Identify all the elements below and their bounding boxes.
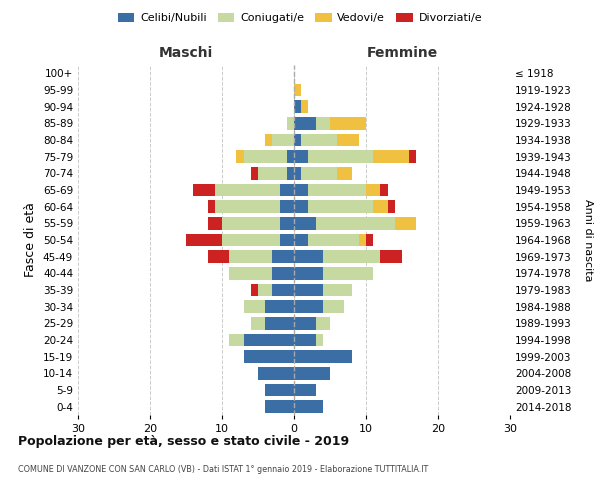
Bar <box>294 234 308 246</box>
Bar <box>244 150 287 163</box>
Bar <box>301 134 337 146</box>
Bar <box>208 217 222 230</box>
Bar <box>265 317 294 330</box>
Bar <box>280 184 294 196</box>
Bar <box>323 267 373 280</box>
Bar <box>208 200 215 213</box>
Bar <box>294 400 323 413</box>
Bar <box>323 284 352 296</box>
Bar <box>316 317 330 330</box>
Bar <box>258 284 272 296</box>
Bar <box>186 234 222 246</box>
Y-axis label: Anni di nascita: Anni di nascita <box>583 198 593 281</box>
Bar <box>366 184 380 196</box>
Bar <box>316 117 330 130</box>
Text: Popolazione per età, sesso e stato civile - 2019: Popolazione per età, sesso e stato civil… <box>18 435 349 448</box>
Bar <box>222 217 280 230</box>
Bar <box>308 150 373 163</box>
Bar <box>294 300 323 313</box>
Bar <box>294 134 301 146</box>
Bar <box>294 334 316 346</box>
Bar <box>380 184 388 196</box>
Y-axis label: Fasce di età: Fasce di età <box>25 202 37 278</box>
Bar <box>294 117 316 130</box>
Bar <box>244 350 294 363</box>
Bar <box>287 117 294 130</box>
Bar <box>308 200 373 213</box>
Bar <box>229 267 272 280</box>
Legend: Celibi/Nubili, Coniugati/e, Vedovi/e, Divorziati/e: Celibi/Nubili, Coniugati/e, Vedovi/e, Di… <box>113 8 487 28</box>
Bar <box>294 350 352 363</box>
Bar <box>280 234 294 246</box>
Bar <box>272 134 294 146</box>
Bar <box>323 250 380 263</box>
Bar <box>222 234 280 246</box>
Bar <box>280 217 294 230</box>
Bar <box>294 367 330 380</box>
Bar <box>294 200 308 213</box>
Bar <box>193 184 215 196</box>
Text: Femmine: Femmine <box>367 46 437 60</box>
Bar <box>301 100 308 113</box>
Bar <box>337 134 359 146</box>
Bar <box>294 384 316 396</box>
Bar <box>265 300 294 313</box>
Bar <box>294 100 301 113</box>
Bar <box>308 184 366 196</box>
Bar <box>294 250 323 263</box>
Bar <box>294 167 301 179</box>
Bar <box>388 200 395 213</box>
Bar <box>229 250 272 263</box>
Bar <box>294 184 308 196</box>
Bar <box>323 300 344 313</box>
Bar <box>373 150 409 163</box>
Bar <box>337 167 352 179</box>
Bar <box>409 150 416 163</box>
Bar <box>258 367 294 380</box>
Bar <box>229 334 244 346</box>
Bar <box>308 234 359 246</box>
Bar <box>294 150 308 163</box>
Bar <box>251 317 265 330</box>
Text: COMUNE DI VANZONE CON SAN CARLO (VB) - Dati ISTAT 1° gennaio 2019 - Elaborazione: COMUNE DI VANZONE CON SAN CARLO (VB) - D… <box>18 465 428 474</box>
Bar <box>330 117 366 130</box>
Bar <box>215 184 280 196</box>
Bar <box>316 217 395 230</box>
Bar <box>359 234 366 246</box>
Bar <box>208 250 229 263</box>
Bar <box>236 150 244 163</box>
Bar <box>294 317 316 330</box>
Bar <box>215 200 280 213</box>
Bar <box>294 267 323 280</box>
Bar <box>244 334 294 346</box>
Bar <box>272 250 294 263</box>
Bar <box>244 300 265 313</box>
Bar <box>316 334 323 346</box>
Bar <box>251 284 258 296</box>
Bar <box>265 400 294 413</box>
Bar <box>272 267 294 280</box>
Bar <box>380 250 402 263</box>
Bar <box>258 167 287 179</box>
Bar <box>287 150 294 163</box>
Bar <box>373 200 388 213</box>
Text: Maschi: Maschi <box>159 46 213 60</box>
Bar <box>395 217 416 230</box>
Bar <box>294 84 301 96</box>
Bar <box>280 200 294 213</box>
Bar <box>287 167 294 179</box>
Bar <box>301 167 337 179</box>
Bar <box>294 284 323 296</box>
Bar <box>366 234 373 246</box>
Bar <box>251 167 258 179</box>
Bar <box>265 134 272 146</box>
Bar <box>294 217 316 230</box>
Bar <box>265 384 294 396</box>
Bar <box>272 284 294 296</box>
